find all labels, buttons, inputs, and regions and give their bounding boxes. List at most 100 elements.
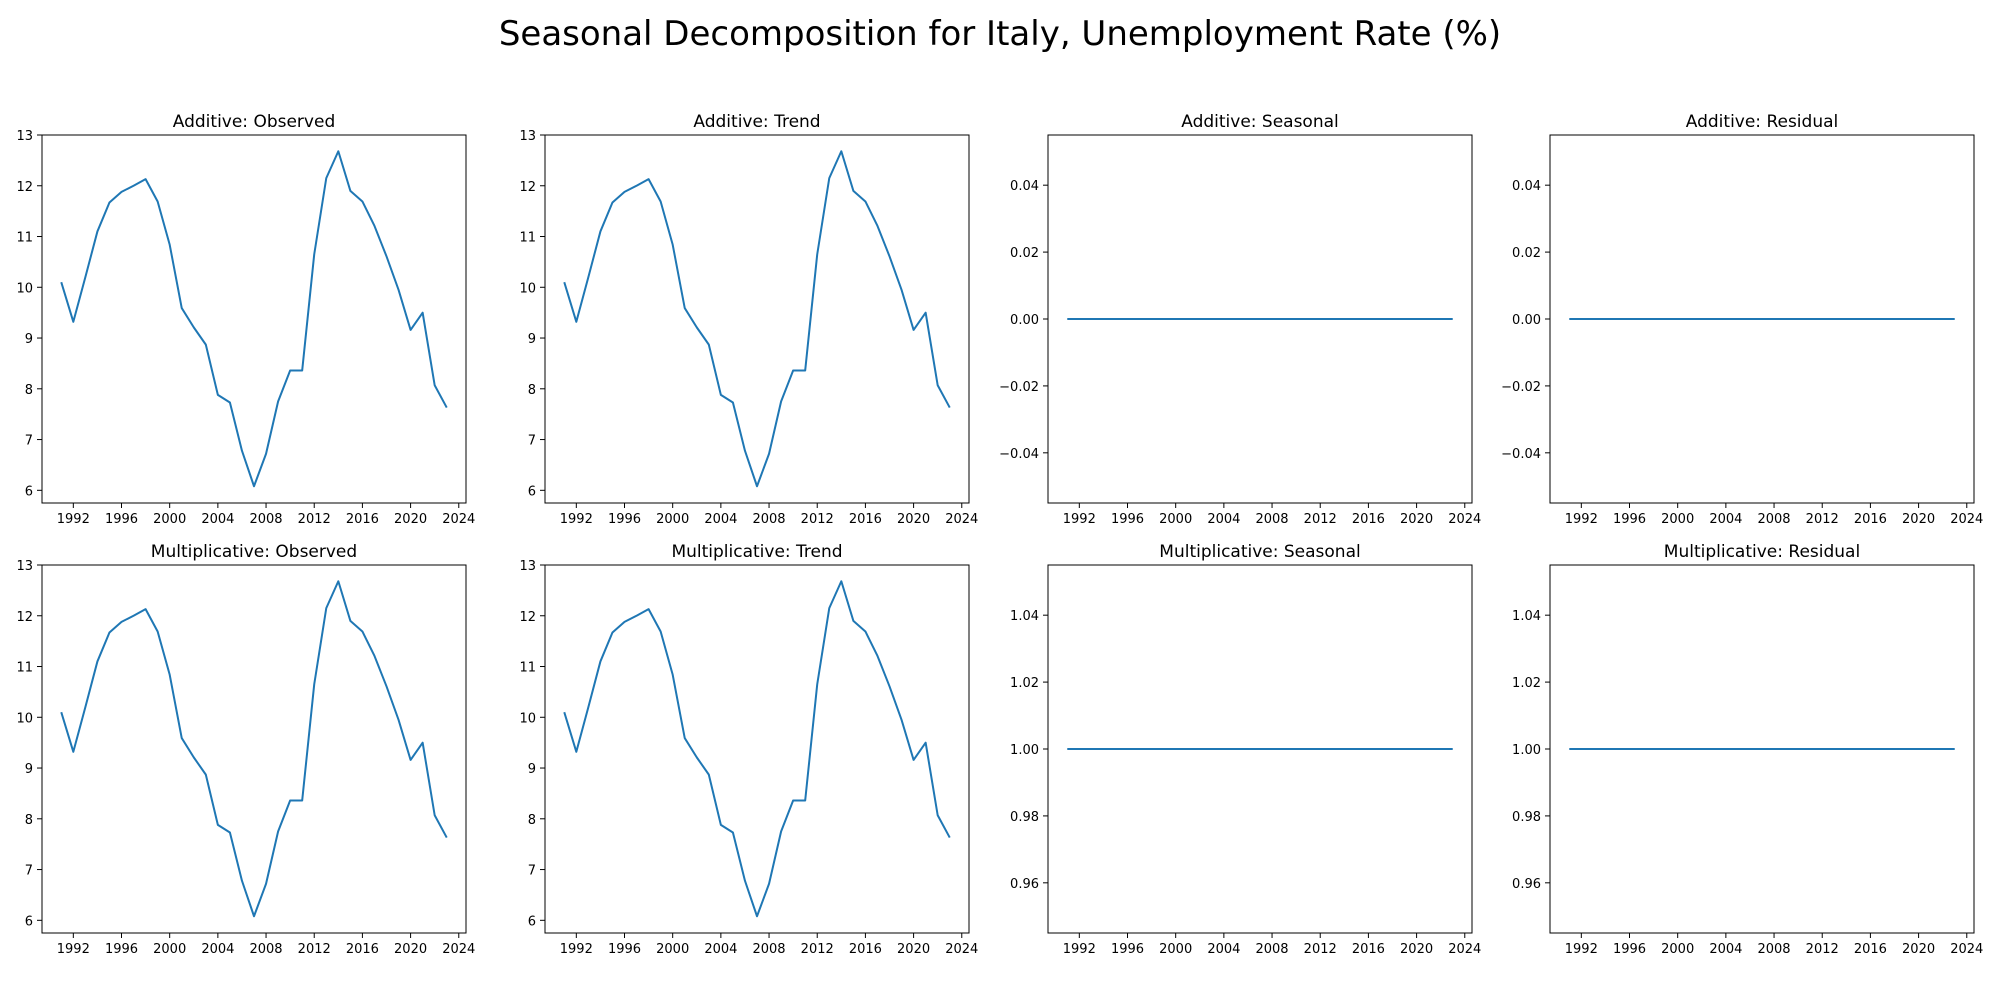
x-tick-label: 2000: [656, 942, 689, 957]
x-tick-label: 2016: [1352, 942, 1385, 957]
x-tick-label: 2000: [656, 512, 689, 527]
y-tick-label: 8: [25, 813, 33, 828]
x-tick-label: 2012: [1806, 512, 1839, 527]
y-tick-label: 10: [519, 711, 536, 726]
x-tick-label: 2008: [1757, 942, 1790, 957]
series-line: [563, 580, 951, 918]
y-tick-label: 0.04: [1010, 179, 1039, 194]
x-tick-label: 2004: [704, 942, 737, 957]
y-tick-label: 13: [16, 129, 33, 144]
x-tick-label: 2004: [1709, 512, 1742, 527]
figure-title: Seasonal Decomposition for Italy, Unempl…: [498, 14, 1502, 54]
subplot-6: Multiplicative: Trend 1992 1996 2000 2004 200…: [519, 542, 978, 957]
x-tick-label: 2024: [442, 512, 475, 527]
x-tick-label: 1996: [105, 942, 138, 957]
x-tick-label: 1992: [57, 512, 90, 527]
x-tick-label: 1996: [1613, 942, 1646, 957]
y-tick-label: 12: [16, 180, 33, 195]
y-tick-label: 6: [528, 914, 536, 929]
x-tick-label: 2000: [1661, 512, 1694, 527]
subplot-title: Multiplicative: Trend: [671, 542, 842, 562]
x-tick-label: 2012: [298, 512, 331, 527]
x-tick-label: 2008: [249, 512, 282, 527]
x-tick-label: 2016: [1854, 942, 1887, 957]
subplot-8: Multiplicative: Residual 1992 1996 2000 2004…: [1512, 542, 1983, 957]
y-tick-label: 12: [519, 180, 536, 195]
x-tick-label: 2012: [801, 512, 834, 527]
y-tick-label: −0.02: [1501, 380, 1541, 395]
x-tick-label: 2012: [1806, 942, 1839, 957]
axes-frame: [544, 134, 970, 504]
y-tick-label: 8: [25, 383, 33, 398]
y-tick-label: 7: [25, 864, 33, 879]
x-tick-label: 2024: [1448, 942, 1481, 957]
y-tick-label: 0.02: [1512, 246, 1541, 261]
x-tick-label: 1992: [1565, 942, 1598, 957]
x-tick-label: 2024: [442, 942, 475, 957]
axes-frame: [544, 564, 970, 934]
x-tick-label: 2004: [201, 512, 234, 527]
y-tick-label: 0.00: [1010, 313, 1039, 328]
subplot-title: Multiplicative: Observed: [151, 542, 357, 562]
x-tick-label: 2016: [849, 512, 882, 527]
y-tick-label: 11: [519, 661, 536, 676]
x-tick-label: 2008: [752, 942, 785, 957]
x-tick-label: 2008: [1255, 942, 1288, 957]
x-tick-label: 2016: [849, 942, 882, 957]
y-tick-label: 1.04: [1512, 609, 1541, 624]
x-tick-label: 2024: [1448, 512, 1481, 527]
x-tick-label: 2008: [249, 942, 282, 957]
x-tick-label: 2000: [1159, 512, 1192, 527]
y-tick-label: 0.96: [1010, 877, 1039, 892]
subplot-title: Additive: Seasonal: [1181, 112, 1339, 132]
series-line: [563, 150, 951, 488]
y-tick-label: 0.04: [1512, 179, 1541, 194]
x-tick-label: 1996: [608, 512, 641, 527]
y-tick-label: 10: [519, 281, 536, 296]
subplot-5: Multiplicative: Observed 1992 1996 2000 2004…: [16, 542, 475, 957]
x-tick-label: 1992: [1063, 512, 1096, 527]
x-tick-label: 1996: [1613, 512, 1646, 527]
y-tick-label: 6: [25, 914, 33, 929]
y-tick-label: 11: [519, 231, 536, 246]
x-tick-label: 2016: [1352, 512, 1385, 527]
x-tick-label: 2008: [752, 512, 785, 527]
x-tick-label: 2020: [1400, 512, 1433, 527]
y-tick-label: −0.02: [999, 380, 1039, 395]
y-tick-label: 12: [16, 610, 33, 625]
x-tick-label: 2004: [1709, 942, 1742, 957]
x-tick-label: 1992: [560, 942, 593, 957]
x-tick-label: 1992: [1063, 942, 1096, 957]
x-tick-label: 2012: [298, 942, 331, 957]
x-tick-label: 2004: [1207, 942, 1240, 957]
x-tick-label: 2016: [1854, 512, 1887, 527]
y-tick-label: −0.04: [999, 447, 1039, 462]
y-tick-label: 1.02: [1010, 676, 1039, 691]
y-tick-label: 11: [16, 661, 33, 676]
x-tick-label: 2012: [801, 942, 834, 957]
y-tick-label: 7: [25, 434, 33, 449]
x-tick-label: 2020: [394, 942, 427, 957]
y-tick-label: 8: [528, 383, 536, 398]
x-tick-label: 1992: [57, 942, 90, 957]
y-tick-label: 11: [16, 231, 33, 246]
axes-frame: [41, 564, 467, 934]
y-tick-label: 13: [519, 559, 536, 574]
x-tick-label: 2004: [704, 512, 737, 527]
subplot-7: Multiplicative: Seasonal 1992 1996 2000 2004…: [1010, 542, 1481, 957]
x-tick-label: 2004: [1207, 512, 1240, 527]
x-tick-label: 2020: [394, 512, 427, 527]
x-tick-label: 2000: [153, 942, 186, 957]
y-tick-label: 0.98: [1010, 810, 1039, 825]
x-tick-label: 2024: [1950, 512, 1983, 527]
y-tick-label: −0.04: [1501, 447, 1541, 462]
y-tick-label: 9: [25, 762, 33, 777]
x-tick-label: 2020: [897, 512, 930, 527]
subplot-title: Multiplicative: Residual: [1664, 542, 1860, 562]
y-tick-label: 9: [528, 762, 536, 777]
y-tick-label: 7: [528, 434, 536, 449]
x-tick-label: 2016: [346, 512, 379, 527]
subplot-4: Additive: Residual 1992 1996 2000 2004 2008 20…: [1501, 112, 1983, 527]
y-tick-label: 9: [25, 332, 33, 347]
x-tick-label: 2024: [945, 512, 978, 527]
